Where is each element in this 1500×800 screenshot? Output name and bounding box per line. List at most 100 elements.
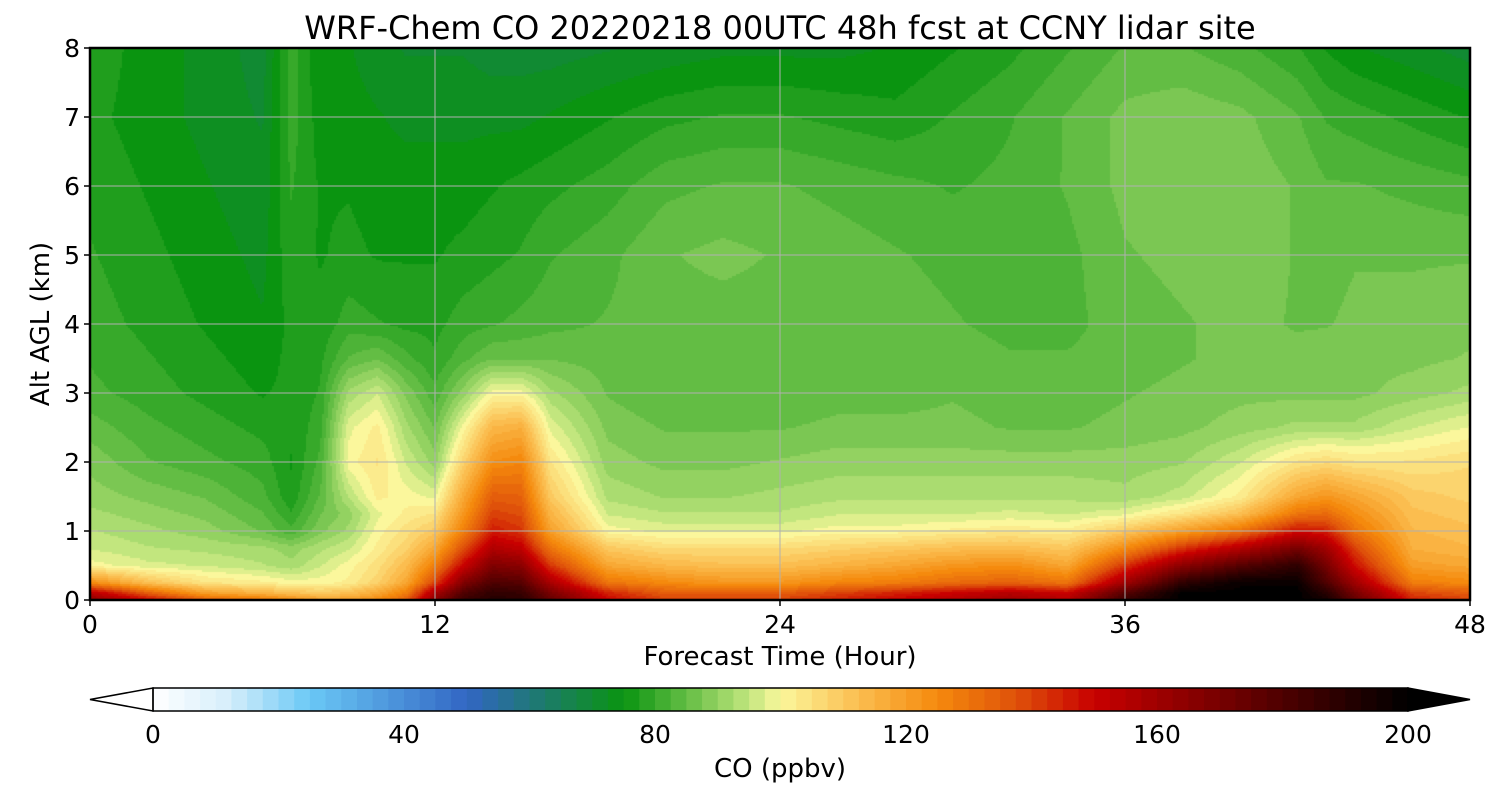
- colorbar-tick-label: 40: [388, 720, 420, 749]
- colorbar-segment: [906, 688, 923, 711]
- colorbar-segment: [968, 688, 986, 711]
- y-tick-label: 7: [64, 103, 80, 132]
- colorbar-segment: [247, 688, 264, 711]
- colorbar-segment: [796, 688, 813, 711]
- colorbar-segment: [1392, 688, 1409, 711]
- colorbar-segment: [482, 688, 499, 711]
- colorbar-segment: [1376, 688, 1393, 711]
- colorbar-segment: [231, 688, 248, 711]
- colorbar-segment: [937, 688, 954, 711]
- colorbar-segment: [451, 688, 468, 711]
- colorbar-segment: [388, 688, 405, 711]
- colorbar-tick-label: 160: [1133, 720, 1181, 749]
- y-tick-label: 8: [64, 34, 80, 63]
- colorbar-segment: [890, 688, 907, 711]
- plot-gridlines: [90, 48, 1470, 600]
- chart-title: WRF-Chem CO 20220218 00UTC 48h fcst at C…: [304, 9, 1255, 47]
- colorbar-segment: [356, 688, 374, 711]
- colorbar-segment: [1313, 688, 1331, 711]
- x-tick-label: 36: [1109, 610, 1141, 639]
- y-axis-ticks: 0 1 2 3 4 5 6 7 8: [64, 34, 90, 615]
- colorbar-segment: [529, 688, 546, 711]
- colorbar-segment: [811, 688, 829, 711]
- colorbar-segment: [764, 688, 782, 711]
- colorbar-segment: [294, 688, 311, 711]
- colorbar-tick-label: 0: [145, 720, 161, 749]
- colorbar-segment: [1109, 688, 1127, 711]
- colorbar-segment: [1188, 688, 1205, 711]
- colorbar-segment: [1266, 688, 1284, 711]
- colorbar-outline: [152, 687, 1409, 712]
- colorbar-segment: [184, 688, 201, 711]
- colorbar-segment: [1235, 688, 1252, 711]
- x-tick-label: 0: [82, 610, 98, 639]
- colorbar-segment: [576, 688, 593, 711]
- colorbar-segment: [984, 688, 1001, 711]
- colorbar-segment: [168, 688, 185, 711]
- y-tick-label: 4: [64, 310, 80, 339]
- colorbar-segment: [1141, 688, 1158, 711]
- colorbar-segment: [404, 688, 421, 711]
- colorbar-segment: [466, 688, 484, 711]
- colorbar-segment: [1047, 688, 1064, 711]
- colorbar-segment: [513, 688, 531, 711]
- x-axis-ticks: 0 12 24 36 48: [82, 600, 1486, 639]
- x-axis-label: Forecast Time (Hour): [643, 642, 916, 672]
- colorbar-segment: [200, 688, 217, 711]
- colorbar: 0 40 80 120 160 200: [89, 687, 1471, 749]
- colorbar-tick-label: 120: [882, 720, 930, 749]
- colorbar-segment: [545, 688, 562, 711]
- colorbar-segment: [1172, 688, 1189, 711]
- colorbar-tick-label: 80: [639, 720, 671, 749]
- colorbar-segment: [670, 688, 687, 711]
- colorbar-segment: [717, 688, 735, 711]
- colorbar-segment: [780, 688, 797, 711]
- colorbar-label: CO (ppbv): [714, 754, 846, 784]
- y-tick-label: 5: [64, 241, 80, 270]
- colorbar-segment: [607, 688, 625, 711]
- colorbar-segment: [686, 688, 703, 711]
- y-tick-label: 3: [64, 379, 80, 408]
- colorbar-extend-high: [1407, 687, 1471, 712]
- colorbar-segment: [702, 688, 719, 711]
- colorbar-segment: [309, 688, 327, 711]
- colorbar-segment: [953, 688, 970, 711]
- colorbar-segment: [435, 688, 452, 711]
- colorbar-segment: [262, 688, 280, 711]
- colorbar-segment: [639, 688, 656, 711]
- x-tick-label: 48: [1454, 610, 1486, 639]
- colorbar-segment: [341, 688, 358, 711]
- colorbar-tick-label: 200: [1384, 720, 1432, 749]
- colorbar-segment: [1360, 688, 1378, 711]
- colorbar-segment: [1345, 688, 1362, 711]
- colorbar-segment: [153, 688, 170, 711]
- colorbar-segment: [1329, 688, 1346, 711]
- colorbar-segment: [1078, 688, 1095, 711]
- colorbar-segment: [1000, 688, 1017, 711]
- colorbar-segment: [498, 688, 515, 711]
- colorbar-segment: [1282, 688, 1299, 711]
- colorbar-segment: [1204, 688, 1221, 711]
- colorbar-segment: [1031, 688, 1048, 711]
- colorbar-segment: [1062, 688, 1080, 711]
- colorbar-segment: [1094, 688, 1111, 711]
- colorbar-segment: [419, 688, 436, 711]
- colorbar-segment: [749, 688, 766, 711]
- colorbar-segment: [1157, 688, 1174, 711]
- y-tick-label: 1: [64, 517, 80, 546]
- colorbar-segment: [1219, 688, 1237, 711]
- colorbar-segment: [843, 688, 860, 711]
- colorbar-segment: [325, 688, 342, 711]
- y-axis-label: Alt AGL (km): [26, 242, 56, 406]
- colorbar-segment: [1015, 688, 1033, 711]
- y-tick-label: 0: [64, 586, 80, 615]
- colorbar-segment: [623, 688, 640, 711]
- colorbar-segment: [560, 688, 578, 711]
- colorbar-segment: [655, 688, 672, 711]
- colorbar-segment: [874, 688, 891, 711]
- x-tick-label: 12: [419, 610, 451, 639]
- y-tick-label: 2: [64, 448, 80, 477]
- colorbar-extend-low: [89, 687, 154, 712]
- colorbar-segment: [1298, 688, 1315, 711]
